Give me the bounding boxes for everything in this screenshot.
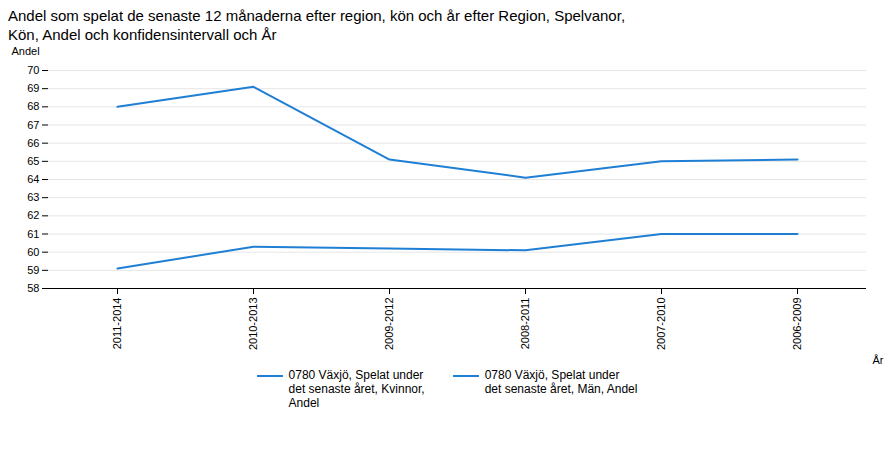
html-text:0780 Växjö, Spelat under det s: 0780 Växjö, Spelat under det senaste åre… (288, 368, 425, 410)
svg-text:2010-2013: 2010-2013 (247, 298, 259, 351)
svg-text:2006-2009: 2006-2009 (791, 298, 803, 351)
svg-text:År: År (873, 354, 884, 366)
svg-text:2007-2010: 2007-2010 (655, 298, 667, 351)
svg-text:70: 70 (27, 64, 39, 76)
svg-text:66: 66 (27, 137, 39, 149)
svg-text:2011-2014: 2011-2014 (111, 298, 123, 350)
svg-text:61: 61 (27, 228, 39, 240)
svg-text:2009-2012: 2009-2012 (383, 298, 395, 351)
svg-text:2008-2011: 2008-2011 (519, 298, 531, 350)
html-text:Kön, Andel och konfidensinterv: Kön, Andel och konfidensintervall och År (8, 26, 277, 43)
svg-text:69: 69 (27, 82, 39, 94)
html-text:0780 Växjö, Spelat under det s: 0780 Växjö, Spelat under det senaste åre… (484, 368, 638, 396)
svg-text:60: 60 (27, 246, 39, 258)
svg-text:63: 63 (27, 191, 39, 203)
svg-text:Andel: Andel (12, 45, 40, 57)
html-text:Andel som spelat de senaste 12: Andel som spelat de senaste 12 månaderna… (8, 7, 626, 24)
svg-text:65: 65 (27, 155, 39, 167)
svg-text:68: 68 (27, 100, 39, 112)
svg-text:62: 62 (27, 209, 39, 221)
svg-text:59: 59 (27, 264, 39, 276)
svg-text:58: 58 (27, 282, 39, 294)
svg-text:67: 67 (27, 119, 39, 131)
svg-text:64: 64 (27, 173, 39, 185)
